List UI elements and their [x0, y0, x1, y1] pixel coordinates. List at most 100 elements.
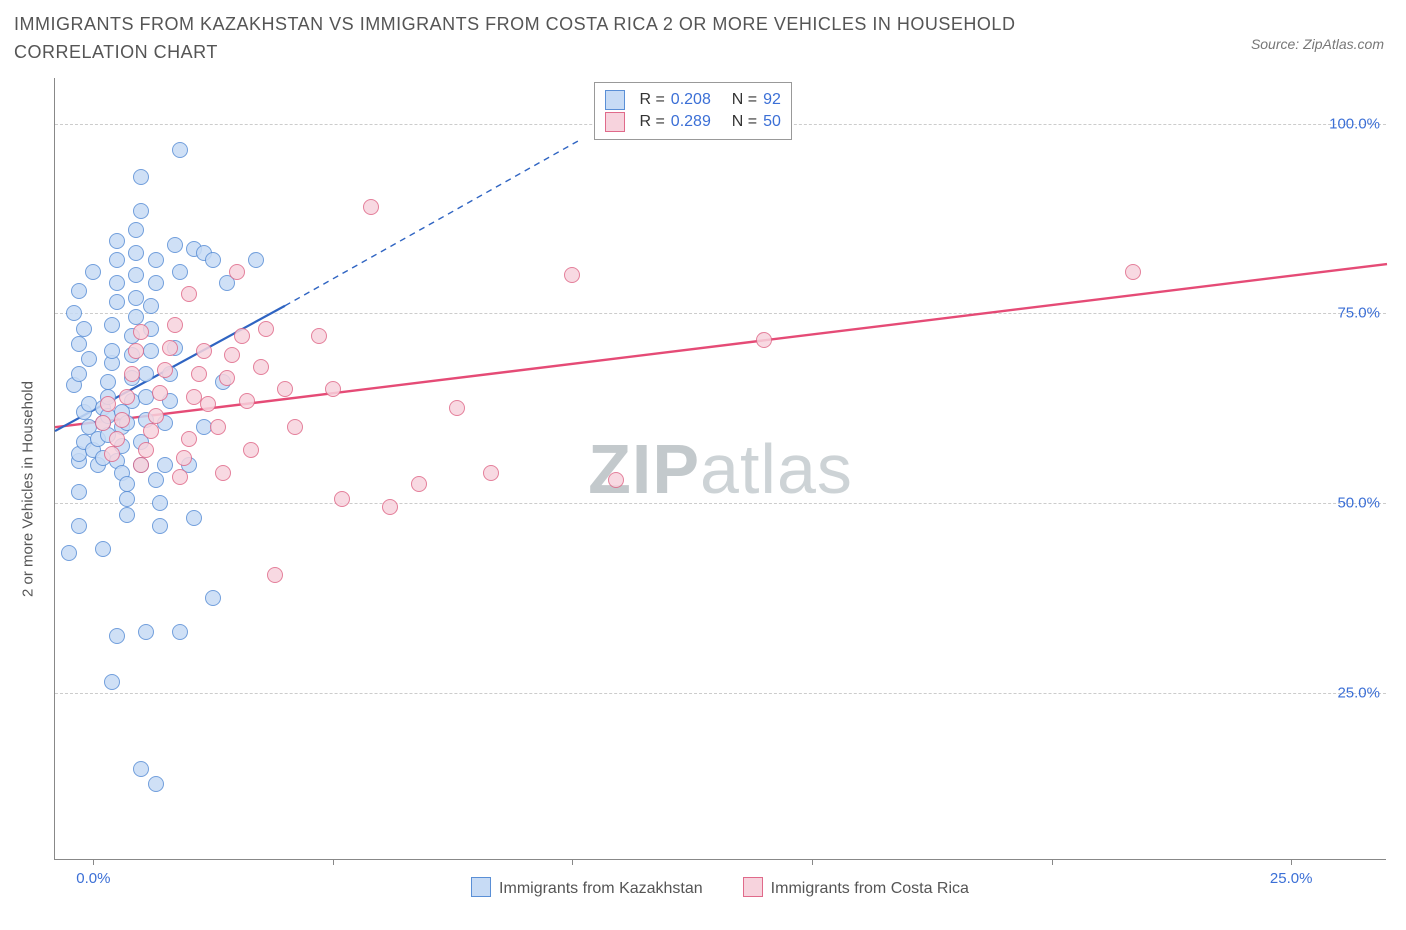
point-kaz	[148, 252, 164, 268]
point-cri	[1125, 264, 1141, 280]
point-kaz	[133, 761, 149, 777]
point-kaz	[167, 237, 183, 253]
stats-r-value: 0.208	[671, 89, 711, 111]
point-kaz	[152, 518, 168, 534]
point-kaz	[66, 305, 82, 321]
point-cri	[311, 328, 327, 344]
point-kaz	[81, 351, 97, 367]
point-cri	[200, 396, 216, 412]
point-cri	[564, 267, 580, 283]
trendline-cri	[55, 264, 1387, 427]
legend-label: Immigrants from Kazakhstan	[499, 880, 703, 897]
point-kaz	[100, 374, 116, 390]
point-kaz	[109, 275, 125, 291]
swatch-kaz	[471, 877, 491, 897]
point-kaz	[119, 507, 135, 523]
point-cri	[181, 286, 197, 302]
point-kaz	[71, 518, 87, 534]
point-kaz	[71, 366, 87, 382]
point-kaz	[205, 590, 221, 606]
point-kaz	[172, 624, 188, 640]
y-axis-label: 2 or more Vehicles in Household	[20, 381, 37, 597]
point-kaz	[148, 776, 164, 792]
point-cri	[243, 442, 259, 458]
point-cri	[239, 393, 255, 409]
swatch-cri	[605, 112, 625, 132]
point-kaz	[71, 484, 87, 500]
point-kaz	[61, 545, 77, 561]
point-cri	[128, 343, 144, 359]
legend-item-kaz: Immigrants from Kazakhstan	[471, 877, 703, 898]
chart-container: 2 or more Vehicles in Household ZIPatlas…	[14, 78, 1386, 900]
point-cri	[608, 472, 624, 488]
point-cri	[215, 465, 231, 481]
point-kaz	[95, 541, 111, 557]
point-kaz	[85, 264, 101, 280]
point-cri	[191, 366, 207, 382]
point-cri	[363, 199, 379, 215]
point-cri	[95, 415, 111, 431]
point-cri	[162, 340, 178, 356]
point-cri	[224, 347, 240, 363]
stats-box: R = 0.208 N = 92R = 0.289 N = 50	[594, 82, 791, 140]
point-cri	[104, 446, 120, 462]
point-cri	[152, 385, 168, 401]
legend-bottom: Immigrants from Kazakhstan Immigrants fro…	[54, 877, 1386, 898]
point-kaz	[128, 267, 144, 283]
point-cri	[181, 431, 197, 447]
point-kaz	[148, 275, 164, 291]
stats-r-label: R =	[639, 111, 664, 133]
point-cri	[287, 419, 303, 435]
point-cri	[176, 450, 192, 466]
point-cri	[382, 499, 398, 515]
point-cri	[325, 381, 341, 397]
point-kaz	[109, 628, 125, 644]
point-cri	[229, 264, 245, 280]
point-kaz	[205, 252, 221, 268]
point-cri	[258, 321, 274, 337]
point-cri	[172, 469, 188, 485]
point-kaz	[109, 233, 125, 249]
point-kaz	[143, 343, 159, 359]
stats-row-kaz: R = 0.208 N = 92	[605, 89, 780, 111]
plot-area: ZIPatlas 25.0%50.0%75.0%100.0%0.0%25.0%R…	[54, 78, 1386, 860]
point-cri	[277, 381, 293, 397]
point-kaz	[172, 264, 188, 280]
point-kaz	[148, 472, 164, 488]
point-cri	[109, 431, 125, 447]
point-cri	[483, 465, 499, 481]
point-kaz	[133, 169, 149, 185]
chart-title: IMMIGRANTS FROM KAZAKHSTAN VS IMMIGRANTS…	[0, 10, 1114, 66]
point-kaz	[71, 336, 87, 352]
point-kaz	[133, 203, 149, 219]
point-kaz	[248, 252, 264, 268]
swatch-kaz	[605, 90, 625, 110]
legend-item-cri: Immigrants from Costa Rica	[743, 877, 969, 898]
source-label: Source: ZipAtlas.com	[1251, 36, 1384, 52]
point-kaz	[138, 624, 154, 640]
stats-n-label: N =	[732, 89, 757, 111]
point-kaz	[109, 252, 125, 268]
point-cri	[143, 423, 159, 439]
point-kaz	[128, 222, 144, 238]
point-cri	[411, 476, 427, 492]
point-cri	[756, 332, 772, 348]
point-cri	[133, 324, 149, 340]
point-kaz	[104, 317, 120, 333]
point-kaz	[71, 283, 87, 299]
point-cri	[119, 389, 135, 405]
point-cri	[100, 396, 116, 412]
point-cri	[219, 370, 235, 386]
trendline-dash-kaz	[285, 139, 582, 306]
stats-n-value: 50	[763, 111, 781, 133]
point-cri	[253, 359, 269, 375]
trend-layer	[55, 78, 1387, 860]
point-cri	[148, 408, 164, 424]
stats-n-value: 92	[763, 89, 781, 111]
point-kaz	[157, 457, 173, 473]
point-cri	[157, 362, 173, 378]
point-kaz	[119, 491, 135, 507]
point-cri	[124, 366, 140, 382]
point-cri	[196, 343, 212, 359]
swatch-cri	[743, 877, 763, 897]
